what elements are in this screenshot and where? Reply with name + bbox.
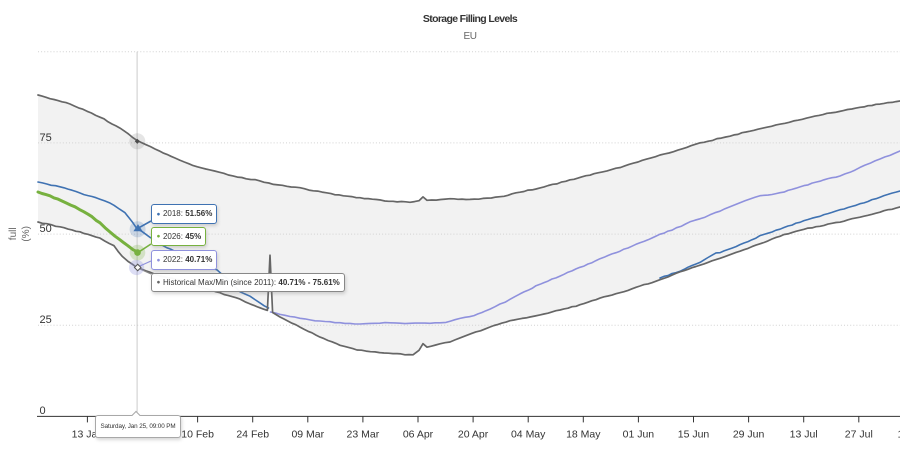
svg-text:(%): (%) [21, 226, 32, 242]
svg-text:23 Mar: 23 Mar [347, 429, 380, 441]
svg-text:01 Jun: 01 Jun [623, 429, 655, 441]
svg-text:24 Feb: 24 Feb [236, 429, 269, 441]
svg-text:Storage Filling Levels: Storage Filling Levels [423, 13, 518, 25]
svg-text:50: 50 [40, 223, 52, 235]
svg-text:25: 25 [40, 314, 52, 326]
svg-text:13 Jul: 13 Jul [790, 429, 818, 441]
svg-text:04 May: 04 May [511, 429, 546, 441]
svg-text:18 May: 18 May [566, 429, 601, 441]
svg-text:0: 0 [40, 405, 46, 417]
svg-text:29 Jun: 29 Jun [733, 429, 765, 441]
svg-text:15 Jun: 15 Jun [678, 429, 710, 441]
svg-text:full: full [8, 227, 19, 240]
svg-text:09 Mar: 09 Mar [291, 429, 324, 441]
svg-text:06 Apr: 06 Apr [403, 429, 434, 441]
svg-text:20 Apr: 20 Apr [458, 429, 489, 441]
svg-text:27 Jul: 27 Jul [845, 429, 873, 441]
svg-text:10 Aug: 10 Aug [898, 429, 900, 441]
svg-text:10 Feb: 10 Feb [181, 429, 214, 441]
svg-text:EU: EU [463, 31, 476, 42]
svg-text:75: 75 [40, 132, 52, 144]
